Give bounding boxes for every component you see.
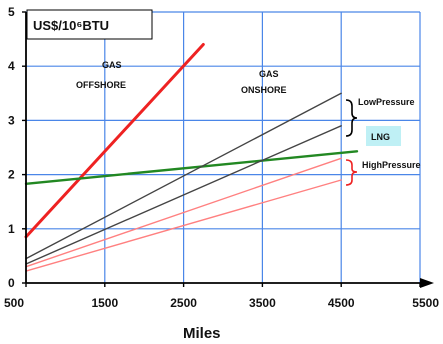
label-low-pressure: LowPressure	[358, 97, 415, 107]
series-line-2	[25, 92, 342, 260]
unit-label-frame	[26, 9, 153, 40]
series-line-3	[25, 125, 342, 265]
label-gas-onshore-1: GAS	[259, 69, 279, 79]
y-tick-label-2: 2	[8, 168, 15, 182]
label-gas-onshore-2: ONSHORE	[241, 85, 287, 95]
series-line-1	[24, 150, 359, 185]
low-pressure-bracket	[345, 99, 358, 137]
x-tick-label-2: 2500	[170, 296, 197, 310]
y-tick-label-1: 1	[8, 222, 15, 236]
y-tick-label-4: 4	[8, 59, 15, 73]
grid-lines	[26, 11, 421, 283]
y-tick-label-3: 3	[8, 113, 15, 127]
series-layer	[24, 43, 359, 272]
axes	[25, 12, 434, 288]
label-gas-offshore-2: OFFSHORE	[76, 80, 126, 90]
x-axis-arrow	[420, 278, 434, 288]
series-line-4	[25, 157, 342, 268]
x-tick-label-0: 500	[4, 296, 24, 310]
x-tick-label-3: 3500	[249, 296, 276, 310]
y-tick-label-5: 5	[8, 5, 15, 19]
high-pressure-bracket	[345, 159, 358, 186]
lng-label-box	[366, 126, 401, 146]
x-tick-label-5: 5500	[412, 296, 439, 310]
x-axis-title: Miles	[183, 325, 221, 342]
label-lng: LNG	[371, 132, 390, 142]
label-gas-offshore-1: GAS	[102, 60, 122, 70]
series-line-0	[24, 43, 205, 239]
y-tick-label-0: 0	[8, 276, 15, 290]
unit-label: US$/10⁶BTU	[33, 18, 109, 33]
unit-label-box: US$/10⁶BTU	[26, 9, 153, 40]
x-tick-label-4: 4500	[328, 296, 355, 310]
series-line-5	[25, 179, 342, 272]
label-high-pressure: HighPressure	[362, 160, 421, 170]
x-tick-label-1: 1500	[91, 296, 118, 310]
